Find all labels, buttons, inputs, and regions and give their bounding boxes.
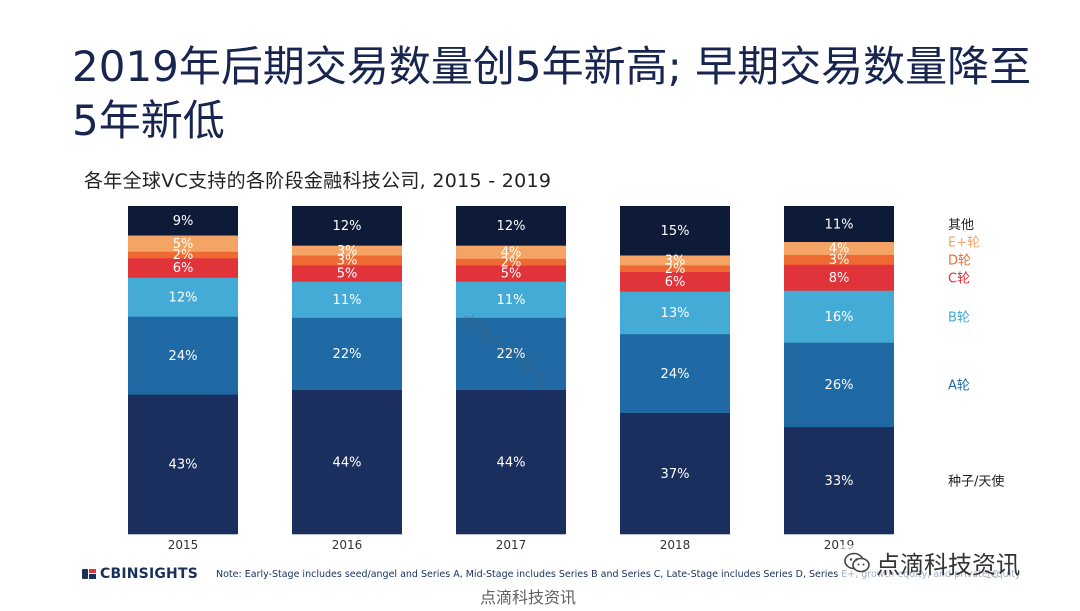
bar-segment <box>456 245 566 259</box>
cbinsights-logo: CBINSIGHTS <box>82 566 198 582</box>
bar-segment <box>292 206 402 246</box>
legend-entry: D轮 <box>948 253 971 268</box>
data-label: 9% <box>173 214 194 229</box>
data-label: 24% <box>661 367 690 382</box>
data-label: 12% <box>497 219 526 234</box>
bar-segment <box>292 389 402 535</box>
bar-segment <box>784 254 894 265</box>
bar-segment <box>784 342 894 428</box>
legend-entry: C轮 <box>948 271 970 286</box>
watermark-brand: 点滴科技资讯 <box>840 545 1024 580</box>
data-label: 6% <box>665 275 686 290</box>
data-label: 43% <box>169 458 198 473</box>
bar-segment <box>128 394 238 535</box>
bar-segment <box>128 316 238 395</box>
data-label: 11% <box>497 293 526 308</box>
x-tick-label: 2017 <box>496 538 527 552</box>
bar-segment <box>620 265 730 272</box>
legend-entry: 种子/天使 <box>948 473 1004 489</box>
bar-segment <box>620 255 730 266</box>
data-label: 44% <box>333 455 362 470</box>
bar-segment <box>292 281 402 318</box>
page-title: 2019年后期交易数量创5年新高; 早期交易数量降至5年新低 <box>72 42 1032 145</box>
bar-segment <box>456 281 566 318</box>
data-label: 2% <box>173 248 194 263</box>
wechat-icon <box>844 552 870 574</box>
watermark-bottom: 点滴科技资讯 <box>480 588 577 607</box>
legend: 种子/天使 A轮 B轮 C轮 D轮 E+轮 其他 <box>948 218 1004 490</box>
data-label: 15% <box>661 224 690 239</box>
bar-segment <box>128 235 238 252</box>
bar-segment <box>128 251 238 259</box>
x-axis-labels: 2015 2016 2017 2018 2019 <box>168 538 855 552</box>
data-label: 3% <box>337 254 358 269</box>
bar-segment <box>456 317 566 390</box>
bar-segment <box>292 245 402 256</box>
legend-entry: A轮 <box>948 379 970 394</box>
data-label: 3% <box>337 244 358 259</box>
bar-segment <box>128 206 238 236</box>
cbinsights-logo-icon <box>82 569 96 579</box>
data-label: 11% <box>333 293 362 308</box>
bar-segment <box>784 426 894 535</box>
bar-segment <box>456 389 566 535</box>
data-label: 8% <box>829 271 850 286</box>
data-label: 22% <box>333 347 362 362</box>
bar-segment <box>784 290 894 343</box>
x-tick-label: 2018 <box>660 538 691 552</box>
bar-segment <box>456 206 566 246</box>
legend-entry: E+轮 <box>948 236 980 251</box>
legend-entry: 其他 <box>948 218 974 233</box>
data-label: 12% <box>169 290 198 305</box>
data-labels-group: 43%24%12%6%2%5%9%44%22%11%5%3%3%12%44%22… <box>169 214 854 489</box>
data-label: 6% <box>173 261 194 276</box>
data-label: 2% <box>665 262 686 277</box>
bar-segment <box>620 271 730 292</box>
bar-segment <box>784 264 894 291</box>
data-label: 37% <box>661 467 690 482</box>
bar-segment <box>784 206 894 243</box>
bar-segment <box>620 206 730 256</box>
data-label: 5% <box>501 267 522 282</box>
bar-segment <box>784 241 894 256</box>
bar-segment <box>128 257 238 278</box>
data-label: 4% <box>829 242 850 257</box>
bar-segment <box>456 265 566 282</box>
legend-entry: B轮 <box>948 310 970 325</box>
data-label: 3% <box>829 253 850 268</box>
bar-segment <box>620 333 730 413</box>
bars-group <box>128 206 894 535</box>
bar-segment <box>620 412 730 535</box>
data-label: 12% <box>333 219 362 234</box>
data-label: 5% <box>337 267 358 282</box>
bar-segment <box>292 265 402 282</box>
bar-segment <box>292 255 402 266</box>
logo-text: CBINSIGHTS <box>100 566 199 582</box>
watermark-right-text: 点滴科技资讯 <box>876 551 1020 579</box>
data-label: 44% <box>497 455 526 470</box>
data-label: 11% <box>825 217 854 232</box>
data-label: 16% <box>825 310 854 325</box>
data-label: 3% <box>665 254 686 269</box>
chart-subtitle: 各年全球VC支持的各阶段金融科技公司, 2015 - 2019 <box>84 170 552 192</box>
data-label: 2% <box>501 255 522 270</box>
data-label: 5% <box>173 237 194 252</box>
data-label: 26% <box>825 378 854 393</box>
bar-segment <box>128 277 238 317</box>
footnote: Note: Early-Stage includes seed/angel an… <box>216 569 1021 580</box>
data-label: 4% <box>501 245 522 260</box>
data-label: 33% <box>825 474 854 489</box>
x-tick-label: 2016 <box>332 538 363 552</box>
bar-segment <box>620 291 730 335</box>
data-label: 24% <box>169 349 198 364</box>
data-label: 22% <box>497 347 526 362</box>
bar-segment <box>292 317 402 390</box>
bar-segment <box>456 258 566 266</box>
data-label: 13% <box>661 306 690 321</box>
x-tick-label: 2015 <box>168 538 199 552</box>
